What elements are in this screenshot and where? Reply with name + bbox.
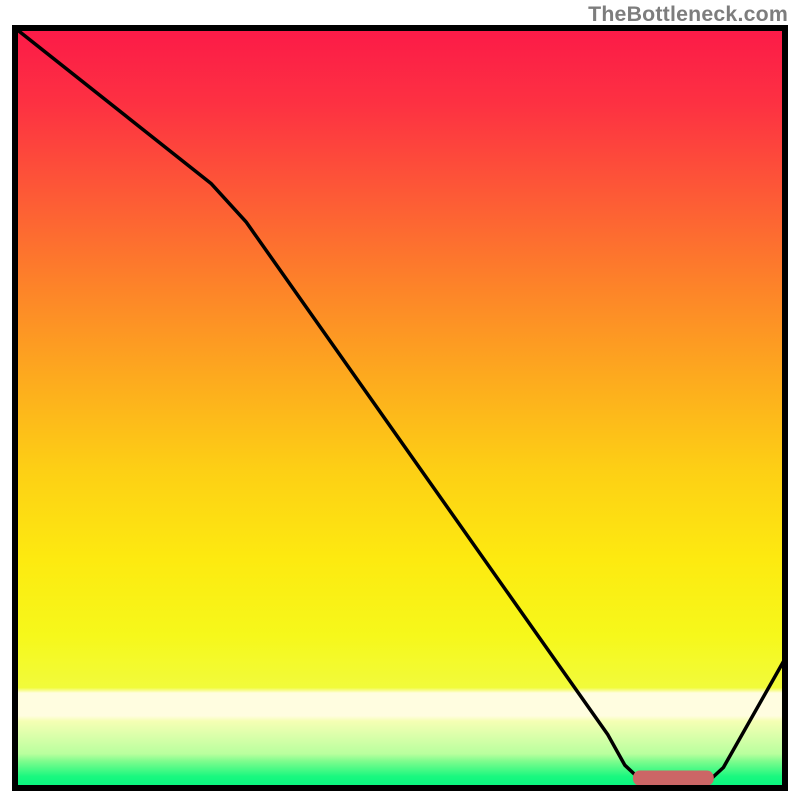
watermark-text: TheBottleneck.com [588,2,788,27]
gradient-background [15,28,785,788]
plot-area [15,28,785,788]
gradient-chart-svg [0,0,800,800]
chart-canvas: TheBottleneck.com [0,0,800,800]
valley-marker [633,771,714,786]
